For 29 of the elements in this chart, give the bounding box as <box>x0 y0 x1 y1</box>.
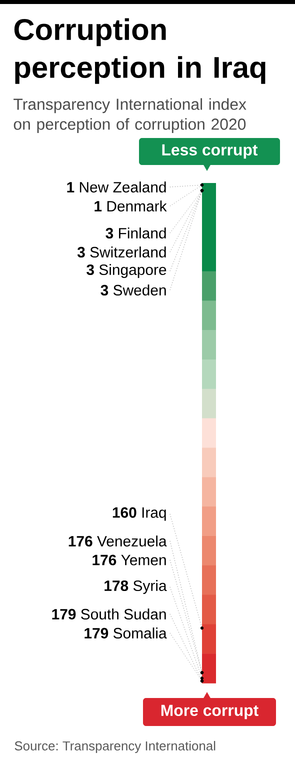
data-label: 3 <box>106 228 114 239</box>
category-label: Switzerland <box>90 246 166 258</box>
data-label: 3 <box>77 246 85 258</box>
category-label: Finland <box>119 228 166 238</box>
data-label: 179 <box>84 628 108 638</box>
category-label: Iraq <box>142 507 166 521</box>
category-label: Denmark <box>107 200 167 212</box>
data-label: 1 <box>94 201 102 212</box>
category-label: South Sudan <box>81 608 166 620</box>
data-label: 178 <box>104 580 128 592</box>
category-label: Somalia <box>113 628 167 638</box>
category-label: Syria <box>133 580 167 594</box>
data-label: 176 <box>68 536 92 546</box>
category-label: New Zealand <box>80 182 166 192</box>
data-label: 3 <box>100 284 108 296</box>
text: Transparency International index on perception of corruption 2020 <box>14 98 246 133</box>
text: More corrupt <box>161 704 258 720</box>
source-note: Source: Transparency International <box>14 740 216 754</box>
category-label: Sweden <box>113 284 166 296</box>
data-label: 176 <box>92 554 116 566</box>
category-label: Singapore <box>99 264 166 278</box>
data-label: 160 <box>112 507 136 518</box>
data-label: 3 <box>86 264 94 276</box>
category-label: Yemen <box>121 554 166 566</box>
data-label: 179 <box>52 608 76 620</box>
data-label: 1 <box>67 182 74 192</box>
category-label: Venezuela <box>97 536 167 546</box>
text: Less corrupt <box>162 144 258 159</box>
text: Corruption perception in Iraq <box>14 18 266 84</box>
